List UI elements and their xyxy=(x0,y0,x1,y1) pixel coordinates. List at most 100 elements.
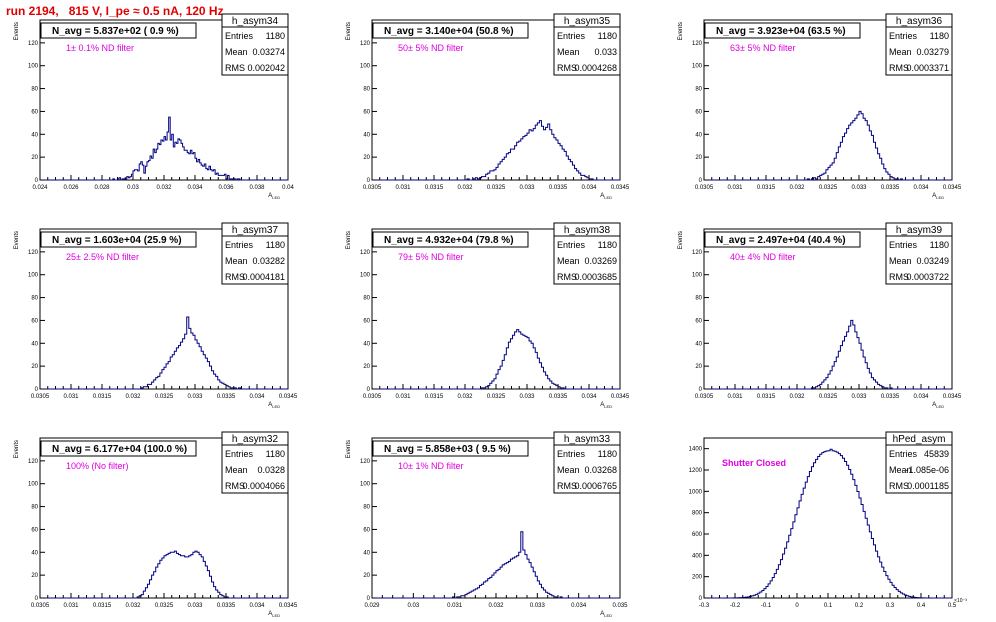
panel-hPed_asym-y-tick-label: 800 xyxy=(692,511,703,517)
panel-h_asym33-stat-label: Entries xyxy=(557,449,586,459)
panel-h_asym33-x-tick-label: 0.03 xyxy=(407,603,419,609)
panel-h_asym35-x-tick-label: 0.0315 xyxy=(425,185,444,191)
panel-h_asym34-y-tick-label: 0 xyxy=(35,178,39,184)
panel-h_asym35-x-axis-label: ALED xyxy=(600,193,612,200)
panel-h_asym32-x-tick-label: 0.0305 xyxy=(31,603,50,609)
panel-h_asym37-x-tick-label: 0.031 xyxy=(63,394,79,400)
panel-h_asym34-y-tick-label: 80 xyxy=(31,87,38,93)
panel-h_asym37-stat-value: 0.03282 xyxy=(252,256,285,266)
panel-h_asym36-x-tick-label: 0.031 xyxy=(727,185,743,191)
panel-h_asym35-navg-text: N_avg = 3.140e+04 (50.8 %) xyxy=(384,26,514,37)
panel-h_asym38-y-tick-label: 0 xyxy=(367,387,371,393)
panel-h_asym34-stat-label: Mean xyxy=(225,47,248,57)
panel-h_asym36-navg-text: N_avg = 3.923e+04 (63.5 %) xyxy=(716,26,846,37)
panel-h_asym34-stat-value: 0.03274 xyxy=(252,47,285,57)
panel-h_asym37-x-tick-label: 0.032 xyxy=(125,394,141,400)
panel-h_asym38-stat-label: Entries xyxy=(557,240,586,250)
panel-h_asym39-y-tick-label: 40 xyxy=(695,341,702,347)
panel-h_asym33-x-tick-label: 0.035 xyxy=(612,603,628,609)
panel-h_asym35-y-tick-label: 0 xyxy=(367,178,371,184)
panel-h_asym33-x-tick-label: 0.029 xyxy=(364,603,380,609)
panel-h_asym37-y-tick-label: 120 xyxy=(28,250,39,256)
panel-h_asym38-stat-value: 0.0003685 xyxy=(574,272,617,282)
panel-h_asym37-x-tick-label: 0.0325 xyxy=(155,394,174,400)
panel-h_asym32-histogram-name: h_asym32 xyxy=(232,434,279,445)
panel-h_asym39-x-tick-label: 0.034 xyxy=(913,394,929,400)
panel-h_asym34-stat-label: RMS xyxy=(225,63,245,73)
panel-hPed_asym-stat-value: -1.085e-06 xyxy=(905,465,949,475)
panel-h_asym35-filter-label: 50± 5% ND filter xyxy=(398,43,463,53)
panel-h_asym33-stat-label: RMS xyxy=(557,481,577,491)
panel-h_asym35-y-axis-label: Events xyxy=(346,22,352,40)
panel-h_asym36-y-tick-label: 40 xyxy=(695,132,702,138)
panel-hPed_asym-x-tick-label: 0.1 xyxy=(824,603,833,609)
panel-h_asym36-x-tick-label: 0.034 xyxy=(913,185,929,191)
panel-h_asym36-y-tick-label: 60 xyxy=(695,109,702,115)
panel-hPed_asym-x-tick-label: -0.3 xyxy=(699,603,710,609)
panel-h_asym36-y-tick-label: 100 xyxy=(692,64,703,70)
panel-h_asym36-x-axis-label: ALED xyxy=(932,193,944,200)
panel-h_asym34-x-tick-label: 0.032 xyxy=(156,185,172,191)
panel-h_asym38-filter-label: 79± 5% ND filter xyxy=(398,252,463,262)
panel-h_asym35-stat-value: 1180 xyxy=(598,31,617,41)
panel-h_asym33-stat-value: 0.0006765 xyxy=(574,481,617,491)
panel-h_asym37-navg-text: N_avg = 1.603e+04 (25.9 %) xyxy=(52,235,182,246)
panel-h_asym37-x-tick-label: 0.034 xyxy=(249,394,265,400)
panel-h_asym33-x-tick-label: 0.032 xyxy=(488,603,504,609)
panel-h_asym32-stat-value: 0.0004066 xyxy=(242,481,285,491)
panel-h_asym33-y-tick-label: 120 xyxy=(360,459,371,465)
panel-h_asym35-y-tick-label: 20 xyxy=(363,155,370,161)
panel-h_asym36-y-tick-label: 20 xyxy=(695,155,702,161)
panel-h_asym37-stat-label: Entries xyxy=(225,240,254,250)
panel-h_asym36: 0.0305 0.031 0.0315 0.032 0.0325 0.033 0.0335 0… xyxy=(678,13,962,200)
panel-h_asym38-histogram-line xyxy=(372,329,620,390)
panel-h_asym39-x-tick-label: 0.032 xyxy=(789,394,805,400)
panel-hPed_asym-x-tick-label: 0 xyxy=(795,603,799,609)
panel-h_asym33-y-tick-label: 80 xyxy=(363,505,370,511)
panel-h_asym33-navg-box xyxy=(372,440,529,457)
panel-h_asym34: 0.024 0.026 0.028 0.03 0.032 0.034 0.036 0.038 0… xyxy=(14,13,294,200)
panel-h_asym39-y-tick-label: 80 xyxy=(695,296,702,302)
panel-h_asym39-stat-label: Entries xyxy=(889,240,918,250)
panel-h_asym38-x-axis-label: ALED xyxy=(600,402,612,409)
panel-h_asym38-x-tick-label: 0.0305 xyxy=(363,394,382,400)
panel-h_asym34-x-axis-label: ALED xyxy=(268,193,280,200)
panel-h_asym35-stat-value: 0.033 xyxy=(594,47,617,57)
panel-h_asym39-x-tick-label: 0.0335 xyxy=(881,394,900,400)
panel-h_asym34-y-tick-label: 40 xyxy=(31,132,38,138)
panel-h_asym33-y-tick-label: 20 xyxy=(363,573,370,579)
panel-h_asym36-navg-box xyxy=(704,22,861,39)
panel-hPed_asym: -0.3 -0.2 -0.1 0 0.1 0.2 0.3 0.4 0.5 0 200 400 600 80… xyxy=(689,431,967,609)
panel-h_asym38-y-tick-label: 100 xyxy=(360,273,371,279)
panel-hPed_asym-y-tick-label: 1200 xyxy=(689,468,703,474)
panel-h_asym32-x-tick-label: 0.0325 xyxy=(155,603,174,609)
panel-h_asym32-stat-label: Mean xyxy=(225,465,248,475)
panel-h_asym32-y-axis-label: Events xyxy=(14,440,20,458)
panel-h_asym32-x-tick-label: 0.032 xyxy=(125,603,141,609)
panel-h_asym35-x-tick-label: 0.033 xyxy=(519,185,535,191)
panel-hPed_asym-stat-label: RMS xyxy=(889,481,909,491)
panel-h_asym34-x-tick-label: 0.038 xyxy=(249,185,265,191)
panel-h_asym39-histogram-line xyxy=(704,319,952,390)
panel-h_asym37-stats-box xyxy=(221,235,289,285)
panel-h_asym32-x-tick-label: 0.0335 xyxy=(217,603,236,609)
panel-h_asym37-y-tick-label: 0 xyxy=(35,387,39,393)
panel-h_asym38-x-tick-label: 0.0315 xyxy=(425,394,444,400)
panel-h_asym39-stat-value: 0.03249 xyxy=(916,256,949,266)
panel-h_asym35-y-tick-label: 40 xyxy=(363,132,370,138)
panel-h_asym34-x-tick-label: 0.024 xyxy=(32,185,48,191)
panel-h_asym34-navg-text: N_avg = 5.837e+02 ( 0.9 %) xyxy=(52,26,179,37)
panel-h_asym36-y-tick-label: 120 xyxy=(692,41,703,47)
panel-h_asym33-y-tick-label: 60 xyxy=(363,527,370,533)
panel-h_asym34-x-tick-label: 0.04 xyxy=(282,185,294,191)
panel-h_asym35-y-tick-label: 120 xyxy=(360,41,371,47)
panel-h_asym38-x-tick-label: 0.0335 xyxy=(549,394,568,400)
panel-h_asym35-x-tick-label: 0.0305 xyxy=(363,185,382,191)
panel-h_asym38-navg-text: N_avg = 4.932e+04 (79.8 %) xyxy=(384,235,514,246)
panel-h_asym35-y-tick-label: 80 xyxy=(363,87,370,93)
panel-h_asym34-x-tick-label: 0.03 xyxy=(127,185,139,191)
panel-hPed_asym-x-tick-label: -0.2 xyxy=(730,603,741,609)
panel-h_asym34-stat-label: Entries xyxy=(225,31,254,41)
panel-h_asym38-histogram-name: h_asym38 xyxy=(564,225,611,236)
panel-h_asym37-y-axis-label: Events xyxy=(14,231,20,249)
